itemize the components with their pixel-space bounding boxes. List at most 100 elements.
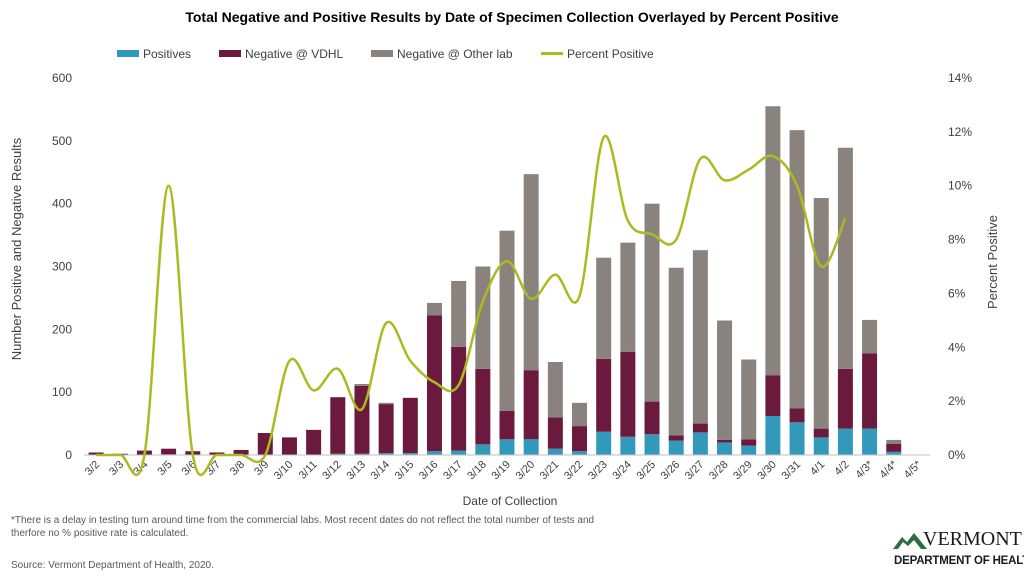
bar-negative-other [644,203,660,402]
x-tick-label: 3/31 [780,459,804,483]
vermont-health-logo: VERMONT DEPARTMENT OF HEALTH [893,528,1024,570]
bar-positives [837,428,853,455]
legend-negative-other: Negative @ Other lab [371,47,513,61]
legend-label: Negative @ Other lab [397,47,513,61]
bar-positives [475,444,491,455]
y2-tick-label: 14% [948,71,972,85]
chart-title: Total Negative and Positive Results by D… [185,9,839,25]
x-tick-label: 4/4* [878,458,901,481]
x-tick-label: 3/20 [514,459,538,483]
legend-label: Negative @ VDHL [245,47,344,61]
x-tick-label: 3/13 [344,459,368,483]
y2-tick-label: 12% [948,125,972,139]
y-tick-label: 600 [52,71,72,85]
x-tick-label: 3/3 [107,459,126,478]
x-tick-label: 3/19 [489,459,513,483]
y2-tick-label: 0% [948,448,966,462]
bar-positives [813,437,829,455]
bar-negative-other [886,439,902,444]
bar-negative-vdhl [596,358,612,432]
bar-positives [451,450,467,455]
y-tick-label: 100 [52,385,72,399]
bar-negative-vdhl [88,452,104,455]
bar-negative-vdhl [765,375,781,417]
bar-positives [523,439,539,455]
x-tick-label: 3/14 [369,459,393,483]
bar-positives [547,448,563,455]
bar-negative-vdhl [451,346,467,451]
bar-positives [741,445,757,455]
bar-negative-other [837,147,853,369]
bar-negative-vdhl [161,448,177,455]
x-tick-label: 3/15 [393,459,417,483]
x-tick-label: 4/1 [808,459,827,478]
bar-positives [620,436,636,455]
y-axis-right: 0% 2% 4% 6% 8% 10% 12% 14% [948,71,972,462]
chart-legend: Positives Negative @ VDHL Negative @ Oth… [0,47,1024,63]
bar-negative-vdhl [717,439,733,443]
bar-negative-vdhl [837,368,853,429]
y-tick-label: 200 [52,322,72,336]
y2-tick-label: 6% [948,286,966,300]
bar-positives [596,431,612,455]
bar-negative-other [523,174,539,371]
bar-positives [572,451,588,455]
bar-positives [789,422,805,455]
bar-negative-other [717,320,733,440]
x-tick-label: 3/25 [635,459,659,483]
bar-positives [765,416,781,455]
bar-negative-other [547,362,563,418]
bar-negative-vdhl [547,417,563,449]
bar-negative-vdhl [402,397,418,454]
x-tick-label: 3/5 [155,459,174,478]
bar-negative-vdhl [378,404,394,454]
bar-positives [499,439,515,455]
bar-negative-vdhl [862,353,878,429]
bar-positives [402,453,418,455]
y2-tick-label: 2% [948,394,966,408]
bar-positives [717,442,733,455]
x-axis-label: Date of Collection [463,494,558,508]
bar-negative-vdhl [886,443,902,452]
y-tick-label: 500 [52,134,72,148]
x-tick-label: 3/16 [417,459,441,483]
bar-negative-other [596,257,612,359]
bar-positives [644,434,660,455]
bar-positives [668,440,684,455]
bar-negative-vdhl [644,401,660,435]
bar-positives [886,451,902,455]
bar-positives [426,451,442,455]
bar-negative-other [354,383,370,386]
bar-negative-vdhl [813,428,829,438]
mountain-icon [893,533,927,549]
bar-negative-other [813,198,829,429]
x-tick-label: 3/2 [83,459,102,478]
legend-percent-positive: Percent Positive [541,47,654,61]
x-tick-label: 3/21 [538,459,562,483]
y-tick-label: 300 [52,260,72,274]
legend-label: Positives [143,47,192,61]
legend-swatch [219,50,241,58]
legend-swatch [117,50,139,58]
bar-negative-vdhl [330,397,346,454]
bar-negative-other [862,319,878,354]
x-tick-label: 3/11 [297,459,320,482]
x-tick-label: 3/30 [755,459,779,483]
bar-negative-vdhl [257,433,273,455]
y2-tick-label: 4% [948,340,966,354]
bar-negative-other [572,402,588,427]
bar-negative-other [499,230,515,412]
bar-negative-other [378,402,394,405]
x-tick-label: 3/22 [562,459,586,483]
y2-tick-label: 10% [948,179,972,193]
legend-label: Percent Positive [567,47,654,61]
bar-negative-vdhl [233,449,249,455]
x-tick-label: 3/28 [707,459,731,483]
bar-negative-other [741,359,757,440]
bar-negative-other [668,267,684,436]
bar-negative-vdhl [523,370,539,440]
bar-negative-vdhl [306,429,322,455]
bar-negative-vdhl [499,411,515,440]
legend-positives: Positives [117,47,191,61]
x-axis: 3/2 3/3 3/4 3/5 3/6 3/7 3/8 3/9 3/10 3/11 3/12 3/13… [83,454,930,483]
